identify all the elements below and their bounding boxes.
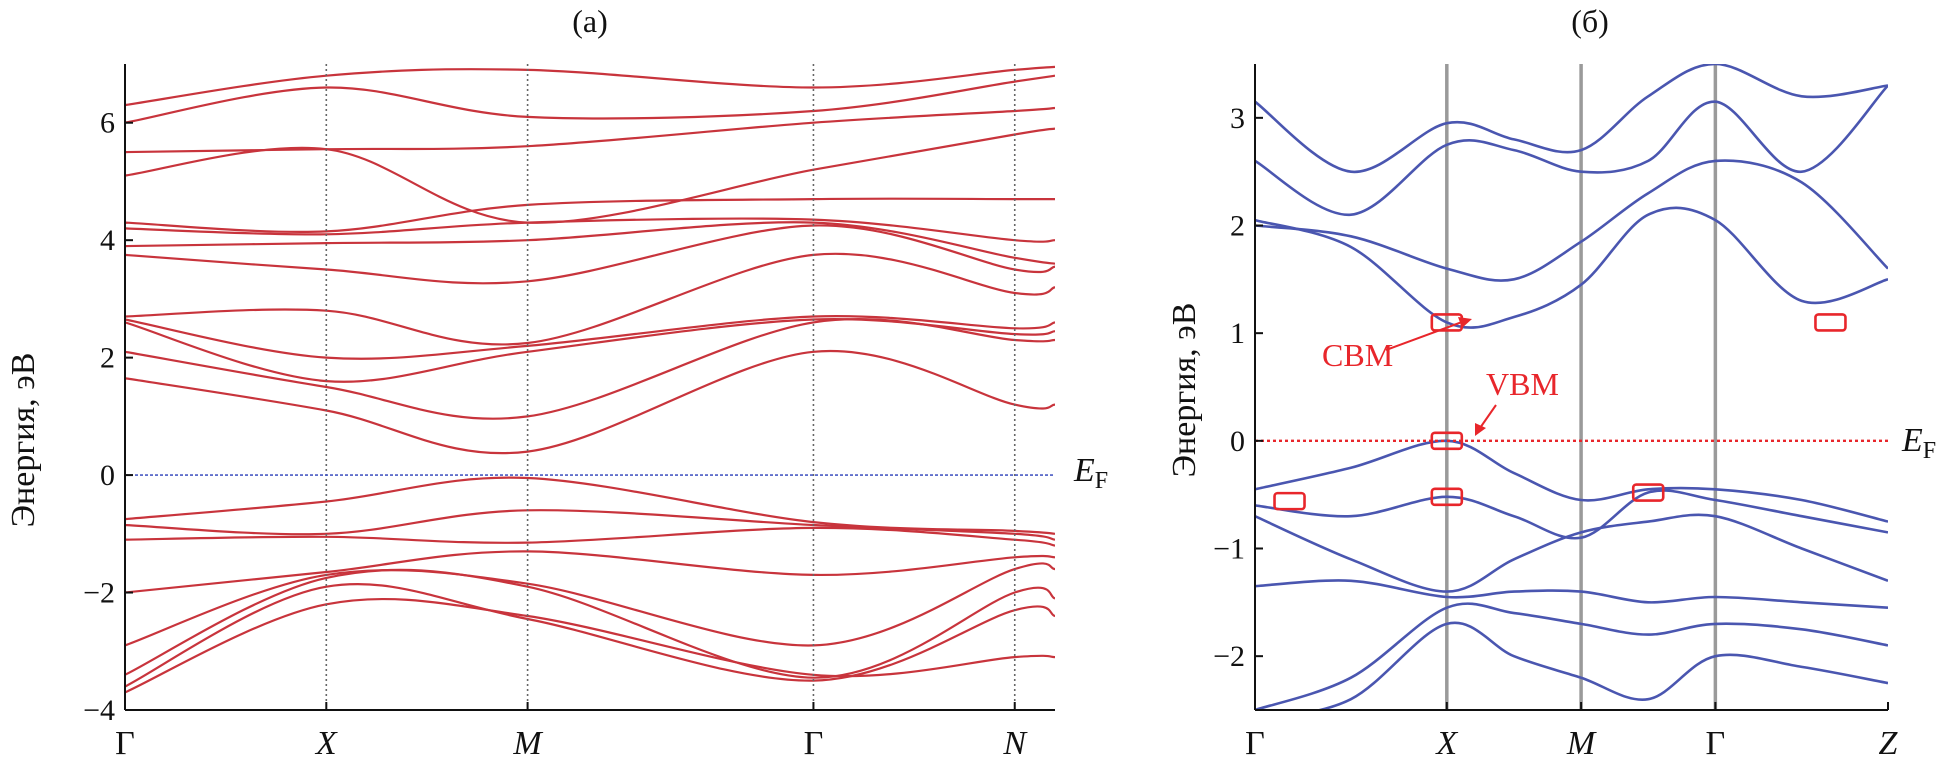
panel-a-ylabel: Энергия, эВ — [5, 353, 42, 528]
band-line-b05 — [125, 550, 1055, 594]
band-line-c13 — [125, 65, 1055, 107]
band-line-c10 — [125, 127, 1055, 224]
panel-a-bands — [125, 65, 1055, 694]
band-line-b03 — [125, 568, 1055, 679]
cbm-arrowhead — [1458, 317, 1472, 328]
kpoint-label: Z — [1879, 725, 1899, 762]
band-line-v06 — [1314, 621, 1888, 710]
kpoint-label: M — [1566, 725, 1597, 762]
kpoint-label: Γ — [1245, 725, 1265, 762]
band-line-c04 — [1255, 64, 1888, 174]
kpoint-label: M — [512, 725, 543, 762]
ytick-label: −1 — [1213, 533, 1245, 566]
band-line-c03 — [125, 318, 1055, 383]
panel-a-kpoint-lines — [325, 64, 1016, 710]
cbm-arrow — [1385, 321, 1463, 351]
band-line-c08 — [125, 217, 1055, 243]
band-line-v04 — [1255, 579, 1888, 609]
band-line-c09 — [125, 197, 1055, 234]
vbm-arrowhead — [1475, 423, 1486, 436]
cbm-label: CBM — [1322, 337, 1393, 373]
kpoint-label: Γ — [1706, 725, 1726, 762]
band-line-c07 — [125, 221, 1055, 265]
panel-a-axes — [124, 64, 1055, 711]
band-line-b06 — [125, 526, 1055, 547]
band-line-v03 — [1255, 513, 1888, 593]
band-line-v02 — [1255, 489, 1888, 540]
kpoint-label: N — [1002, 725, 1028, 762]
panel-a-title: (а) — [572, 3, 608, 39]
kpoint-label: Γ — [804, 725, 824, 762]
band-line-b04 — [125, 562, 1055, 647]
band-line-c02 — [125, 317, 1055, 420]
band-line-c05 — [125, 252, 1055, 346]
panel-b-fermi-label: EF — [1901, 422, 1936, 464]
ytick-label: 3 — [1230, 102, 1245, 135]
band-line-b02 — [125, 583, 1055, 688]
panel-b-title: (б) — [1571, 3, 1609, 39]
band-line-b08 — [125, 476, 1055, 535]
panel-a-yticks: −4 −2 0 2 4 6 — [83, 107, 133, 727]
panel-b-annotations: CBM VBM — [1322, 317, 1559, 436]
kpoint-label: X — [314, 725, 338, 762]
vbm-label: VBM — [1486, 366, 1559, 402]
ytick-label: 0 — [1230, 425, 1245, 458]
panel-b-yticks: −2 −1 0 1 2 3 — [1213, 102, 1263, 673]
extremum-box — [1814, 313, 1847, 332]
band-line-c01 — [1255, 206, 1888, 329]
band-line-b01 — [125, 597, 1055, 694]
band-line-c03 — [1255, 84, 1888, 217]
extremum-box — [1430, 431, 1464, 451]
band-line-v01 — [1255, 439, 1888, 523]
band-line-c06 — [125, 224, 1055, 285]
extremum-box — [1273, 491, 1306, 511]
kpoint-label: X — [1434, 725, 1458, 762]
band-line-b07 — [125, 509, 1055, 541]
panel-b-extrema-boxes — [1273, 313, 1847, 511]
panel-a: (а) Энергия, эВ −4 −2 0 2 4 6 Γ X M Γ N EF — [5, 3, 1108, 762]
ytick-label: −2 — [83, 577, 115, 610]
panel-b-axes — [1254, 64, 1888, 711]
ytick-label: 6 — [100, 107, 115, 140]
band-line-c04 — [125, 315, 1055, 360]
band-line-c12 — [125, 74, 1055, 124]
band-line-c11 — [125, 106, 1055, 154]
kpoint-label: Γ — [115, 725, 135, 762]
panel-a-fermi-label: EF — [1073, 452, 1108, 494]
ytick-label: 1 — [1230, 317, 1245, 350]
ytick-label: 2 — [1230, 210, 1245, 243]
extremum-box — [1631, 483, 1665, 502]
ytick-label: −4 — [83, 694, 115, 727]
ytick-label: 4 — [100, 224, 115, 257]
ytick-label: 0 — [100, 459, 115, 492]
panel-b-ylabel: Энергия, эВ — [1166, 303, 1203, 478]
panel-b: (б) Энергия, эВ −2 −1 0 1 2 3 Γ X M Γ Z EF CBM VB… — [1166, 3, 1936, 762]
ytick-label: −2 — [1213, 640, 1245, 673]
band-line-c01 — [125, 349, 1055, 455]
ytick-label: 2 — [100, 342, 115, 375]
vbm-arrow — [1479, 404, 1497, 429]
extremum-box — [1430, 487, 1464, 507]
band-line-c02 — [1255, 159, 1888, 282]
band-line-v05 — [1255, 602, 1888, 710]
panel-b-bands — [1255, 64, 1888, 710]
